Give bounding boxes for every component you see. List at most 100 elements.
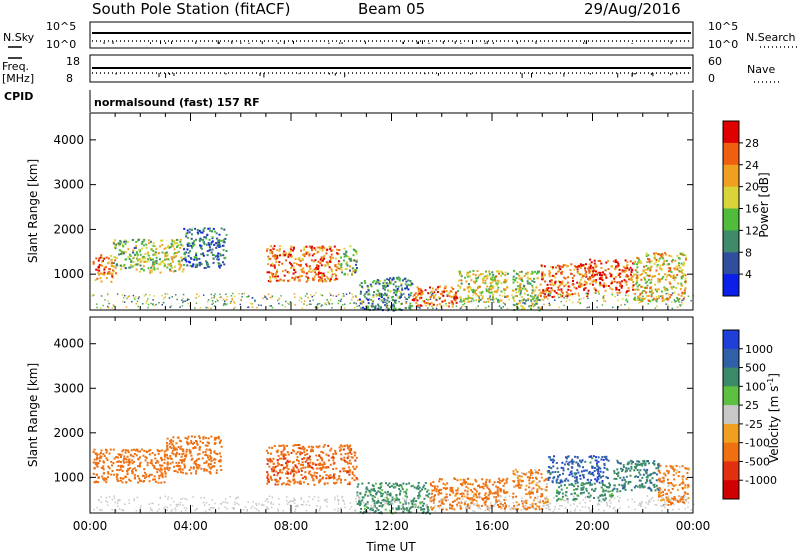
nsky-label: N.Sky (3, 31, 35, 44)
data-cell (353, 259, 356, 262)
data-cell (483, 301, 486, 303)
data-cell (160, 449, 163, 452)
ground-scatter-cell (465, 504, 468, 507)
data-cell (320, 279, 323, 282)
ground-scatter-cell (194, 509, 196, 512)
ground-scatter-cell (581, 506, 584, 508)
data-cell (214, 458, 217, 461)
data-cell (212, 227, 215, 230)
data-cell (301, 446, 304, 449)
ground-scatter-cell (584, 496, 586, 499)
ground-scatter-cell (608, 500, 611, 502)
data-cell (543, 479, 546, 482)
data-cell (626, 463, 629, 466)
data-cell (411, 503, 414, 506)
data-cell (605, 489, 608, 492)
data-cell (431, 305, 433, 308)
data-cell (171, 258, 173, 261)
colorbar-segment (723, 274, 739, 297)
data-cell (290, 470, 293, 473)
data-cell (190, 472, 193, 475)
data-cell (127, 449, 129, 452)
data-cell (598, 473, 600, 476)
data-cell (336, 478, 339, 481)
data-cell (211, 248, 214, 251)
data-cell (206, 263, 209, 266)
data-cell (534, 476, 537, 479)
data-cell (442, 482, 445, 485)
data-cell (556, 499, 558, 502)
data-cell (557, 288, 560, 291)
ground-scatter-cell (133, 297, 135, 299)
data-cell (543, 273, 546, 276)
data-cell (538, 508, 541, 511)
data-cell (670, 255, 673, 258)
date-label: 29/Aug/2016 (584, 0, 681, 18)
data-cell (411, 298, 414, 301)
data-cell (637, 262, 640, 265)
data-cell (153, 266, 156, 269)
data-cell (656, 288, 659, 291)
data-cell (478, 496, 481, 499)
data-cell (150, 473, 153, 476)
data-cell (635, 484, 637, 487)
data-cell (310, 271, 313, 274)
data-cell (397, 505, 400, 508)
data-cell (380, 482, 383, 485)
ground-scatter-cell (241, 296, 243, 298)
data-cell (682, 298, 685, 301)
data-cell (404, 500, 407, 503)
data-cell (549, 456, 551, 459)
data-cell (276, 459, 279, 462)
data-cell (116, 460, 119, 463)
data-cell (408, 510, 411, 513)
data-cell (672, 258, 674, 261)
data-cell (356, 491, 359, 494)
ground-scatter-cell (236, 502, 238, 504)
data-cell (266, 463, 269, 465)
data-cell (506, 286, 509, 289)
ground-scatter-cell (617, 306, 620, 308)
data-cell (550, 287, 553, 290)
data-cell (333, 482, 335, 484)
data-cell (217, 252, 220, 255)
data-cell (305, 476, 308, 479)
data-cell (143, 256, 145, 259)
data-cell (208, 246, 211, 249)
data-cell (94, 463, 97, 466)
data-cell (105, 457, 108, 460)
ground-scatter-cell (572, 495, 575, 498)
data-cell (658, 471, 661, 474)
data-cell (678, 465, 681, 468)
ground-scatter-cell (123, 301, 126, 303)
data-cell (113, 256, 116, 258)
ground-scatter-cell (508, 298, 510, 301)
data-cell (372, 281, 374, 284)
data-cell (146, 461, 149, 464)
data-cell (218, 243, 221, 246)
data-cell (654, 288, 657, 291)
data-cell (334, 273, 337, 275)
data-cell (292, 466, 295, 469)
data-cell (365, 486, 368, 489)
data-cell (346, 457, 349, 460)
data-cell (205, 260, 208, 263)
ground-scatter-cell (341, 495, 344, 498)
data-cell (472, 495, 475, 498)
data-cell (386, 282, 389, 285)
data-cell (181, 453, 184, 456)
data-cell (178, 260, 181, 263)
data-cell (203, 243, 206, 246)
power-scatter-layer (91, 227, 695, 312)
data-cell (605, 486, 608, 488)
ground-scatter-cell (257, 304, 260, 306)
data-cell (480, 292, 483, 295)
data-cell (409, 284, 412, 287)
data-cell (596, 464, 598, 467)
data-cell (366, 501, 369, 504)
data-cell (367, 482, 370, 485)
data-cell (604, 269, 607, 272)
ground-scatter-cell (386, 304, 389, 307)
data-cell (341, 271, 344, 274)
data-cell (293, 482, 296, 485)
